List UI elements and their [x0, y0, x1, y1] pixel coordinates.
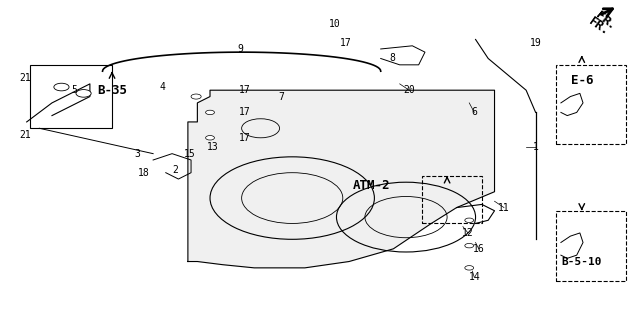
Bar: [422, 176, 482, 223]
Text: 20: 20: [403, 85, 415, 95]
Text: 1: 1: [533, 142, 538, 152]
Text: 15: 15: [184, 149, 196, 159]
Text: E-6: E-6: [570, 74, 593, 87]
Text: 16: 16: [473, 244, 485, 254]
Text: 21: 21: [20, 130, 31, 140]
Circle shape: [76, 90, 91, 97]
Text: FR.: FR.: [587, 15, 612, 38]
Text: 2: 2: [172, 164, 178, 174]
Text: 21: 21: [20, 73, 31, 83]
Text: 17: 17: [340, 38, 352, 48]
Text: 17: 17: [239, 108, 251, 117]
Bar: [30, 65, 112, 128]
Bar: [556, 65, 626, 144]
Text: B-35: B-35: [97, 84, 127, 97]
Circle shape: [206, 110, 215, 115]
Text: 9: 9: [237, 44, 243, 54]
Text: 5: 5: [71, 85, 77, 95]
Text: ATM-2: ATM-2: [352, 179, 390, 192]
Text: 3: 3: [135, 149, 140, 159]
Circle shape: [206, 136, 215, 140]
Text: 14: 14: [469, 272, 480, 282]
Text: 4: 4: [159, 82, 166, 92]
Text: FR.: FR.: [594, 10, 616, 31]
Text: 6: 6: [471, 108, 478, 117]
Circle shape: [54, 83, 69, 91]
Circle shape: [191, 94, 201, 99]
Polygon shape: [188, 90, 495, 268]
Text: 17: 17: [239, 85, 251, 95]
Text: 7: 7: [278, 92, 284, 101]
Text: 19: 19: [530, 38, 542, 48]
Text: B-5-10: B-5-10: [561, 257, 602, 267]
Circle shape: [465, 244, 474, 248]
Bar: [556, 211, 626, 281]
Text: 10: 10: [330, 19, 341, 28]
Text: 17: 17: [239, 133, 251, 143]
Text: 8: 8: [389, 53, 395, 63]
Circle shape: [465, 266, 474, 270]
Text: 11: 11: [498, 203, 510, 212]
Text: 18: 18: [138, 168, 149, 178]
Circle shape: [465, 218, 474, 222]
Text: 13: 13: [207, 142, 219, 152]
Text: 12: 12: [462, 228, 474, 238]
